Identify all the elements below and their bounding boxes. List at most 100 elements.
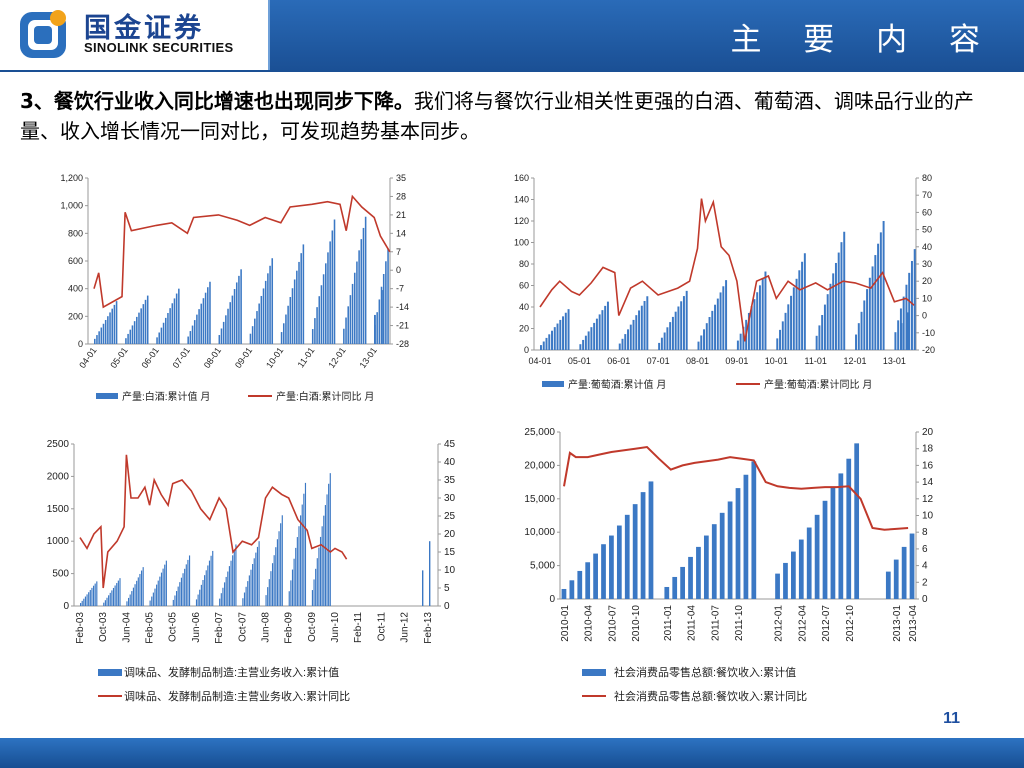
bar xyxy=(268,579,270,606)
bar xyxy=(127,597,130,606)
bar xyxy=(663,332,666,350)
bar xyxy=(646,296,649,350)
bar xyxy=(666,327,669,350)
bar xyxy=(117,580,119,606)
bar xyxy=(171,303,174,344)
bar xyxy=(374,314,376,344)
bar xyxy=(103,602,105,606)
bar xyxy=(863,300,866,350)
bar xyxy=(897,320,900,350)
bar xyxy=(156,584,158,606)
bar xyxy=(604,305,607,350)
bar xyxy=(169,308,171,344)
left-tick-label: 40 xyxy=(519,302,529,312)
bar xyxy=(109,312,111,344)
bar xyxy=(783,562,788,599)
bar xyxy=(86,594,88,606)
bar xyxy=(719,512,725,599)
bar xyxy=(791,551,796,599)
bar xyxy=(822,500,828,599)
bar xyxy=(137,577,139,606)
bar xyxy=(742,326,745,350)
bar xyxy=(160,327,163,344)
bar xyxy=(907,312,910,350)
bar xyxy=(104,600,106,606)
right-tick-label: -14 xyxy=(396,302,409,312)
right-tick-label: 10 xyxy=(922,511,934,522)
intro-paragraph: 3、餐饮行业收入同比增速也出现同步下降。我们将与餐饮行业相关性更强的白酒、葡萄酒… xyxy=(20,86,1010,146)
bar xyxy=(94,583,96,606)
bar xyxy=(632,319,635,350)
bar xyxy=(140,570,143,606)
bar xyxy=(595,318,598,350)
x-tick-label: 04-01 xyxy=(77,345,98,370)
bar xyxy=(175,293,178,344)
bar xyxy=(219,598,221,606)
bar xyxy=(376,312,378,344)
bar xyxy=(238,275,240,344)
bar xyxy=(289,296,292,344)
bar xyxy=(879,232,882,350)
bar xyxy=(840,242,843,350)
bar xyxy=(680,566,685,599)
x-tick-label: 13-01 xyxy=(357,345,378,370)
page-number: 11 xyxy=(943,710,960,727)
bar xyxy=(205,570,207,606)
bar xyxy=(152,592,154,606)
x-tick-label: 08-01 xyxy=(686,356,709,366)
bar xyxy=(711,310,714,350)
bar xyxy=(319,536,322,606)
bar xyxy=(255,552,257,606)
bar xyxy=(900,323,903,350)
series-line xyxy=(93,194,391,309)
bar xyxy=(142,304,145,344)
x-tick-label: 2010-07 xyxy=(607,605,618,642)
bar xyxy=(173,298,176,344)
right-tick-label: 10 xyxy=(922,293,932,303)
bar xyxy=(893,559,899,599)
right-tick-label: 28 xyxy=(396,191,406,201)
right-tick-label: -21 xyxy=(396,321,409,331)
bar xyxy=(178,288,180,344)
bar xyxy=(315,568,317,606)
bar xyxy=(564,312,567,350)
x-tick-label: Feb-05 xyxy=(145,612,156,644)
legend-bar-label: 产量:白酒:累计值 月 xyxy=(122,390,210,403)
right-tick-label: 5 xyxy=(444,583,450,594)
bar xyxy=(632,504,638,599)
bar xyxy=(218,335,221,344)
bar xyxy=(293,558,295,606)
bar xyxy=(296,537,298,606)
bar xyxy=(111,590,113,606)
bar xyxy=(781,321,784,350)
bar xyxy=(231,295,234,344)
bar xyxy=(174,595,176,606)
x-tick-label: Oct-05 xyxy=(168,612,179,642)
bar xyxy=(131,325,134,344)
bar xyxy=(559,319,562,350)
bar xyxy=(247,581,249,606)
left-tick-label: 600 xyxy=(68,256,83,266)
legend-line-label: 调味品、发酵制品制造:主营业务收入:累计同比 xyxy=(124,689,350,703)
bar xyxy=(303,493,305,606)
bar xyxy=(235,544,237,606)
bar xyxy=(913,249,916,350)
bar xyxy=(159,576,161,606)
bar xyxy=(722,286,725,350)
right-tick-label: 30 xyxy=(922,259,932,269)
bar xyxy=(320,285,323,344)
bar xyxy=(313,579,315,606)
bar xyxy=(328,483,330,606)
bar xyxy=(165,560,167,606)
bar xyxy=(753,299,756,350)
bar xyxy=(210,555,212,606)
bar xyxy=(260,295,263,344)
bar xyxy=(126,601,128,606)
bar xyxy=(187,559,189,606)
bar xyxy=(674,311,677,350)
left-tick-label: 500 xyxy=(52,569,69,580)
bar xyxy=(227,571,229,606)
bar xyxy=(719,292,722,350)
bar xyxy=(184,568,186,606)
bar xyxy=(325,263,327,344)
